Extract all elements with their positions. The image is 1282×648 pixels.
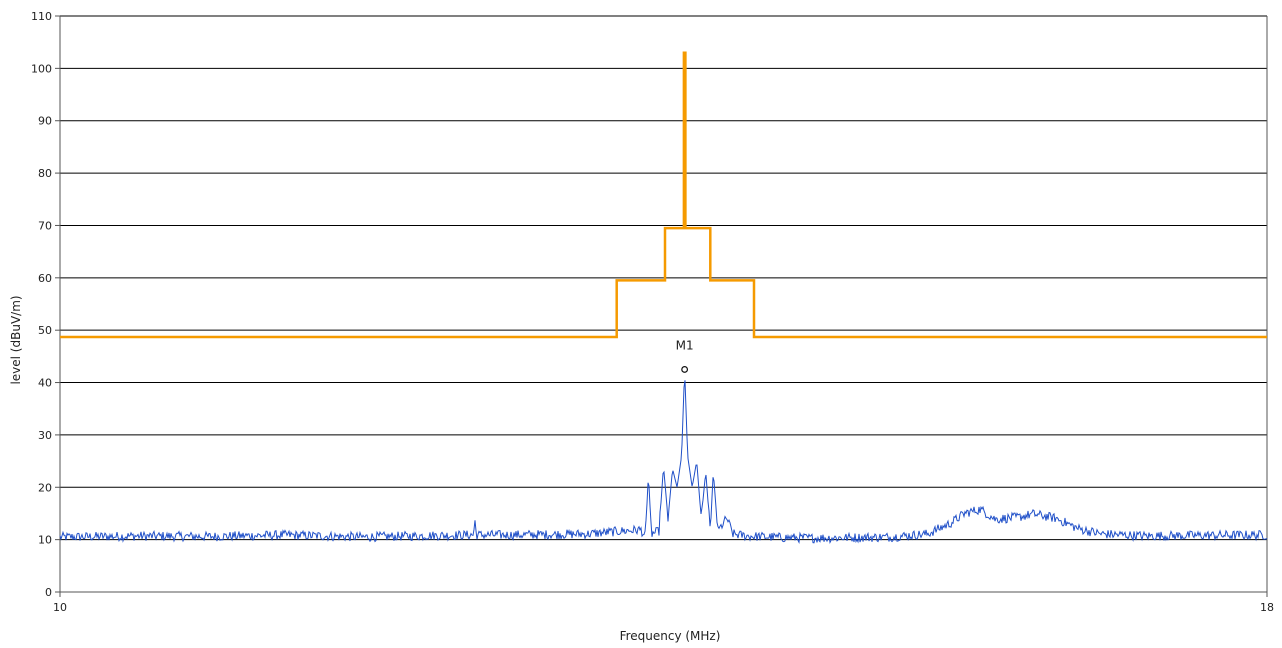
axes [55, 15, 1268, 597]
y-tick-label: 10 [38, 534, 52, 547]
limit-line [60, 51, 1267, 339]
y-tick-label: 50 [38, 324, 52, 337]
y-tick-label: 110 [31, 10, 52, 23]
x-axis-title: Frequency (MHz) [620, 629, 721, 643]
y-tick-label: 0 [45, 586, 52, 599]
series-lines [59, 51, 1268, 544]
x-tick-label: 10 [53, 601, 67, 614]
y-tick-labels: 0 10 20 30 40 50 60 70 80 90 100 110 [31, 10, 52, 599]
y-tick-label: 90 [38, 115, 52, 128]
y-axis-title: level (dBuV/m) [9, 295, 23, 384]
markers: M1 [676, 338, 694, 373]
y-tick-label: 30 [38, 429, 52, 442]
marker-label: M1 [676, 338, 694, 352]
y-tick-label: 60 [38, 272, 52, 285]
y-tick-label: 100 [31, 62, 52, 75]
y-tick-label: 70 [38, 219, 52, 232]
marker-point [681, 366, 689, 373]
y-tick-label: 80 [38, 167, 52, 180]
measurement-trace [59, 380, 1268, 544]
y-tick-label: 20 [38, 481, 52, 494]
y-tick-label: 40 [38, 377, 52, 390]
grid-lines [60, 15, 1267, 541]
x-tick-label: 18 [1260, 601, 1274, 614]
x-tick-labels: 10 18 [53, 601, 1274, 614]
